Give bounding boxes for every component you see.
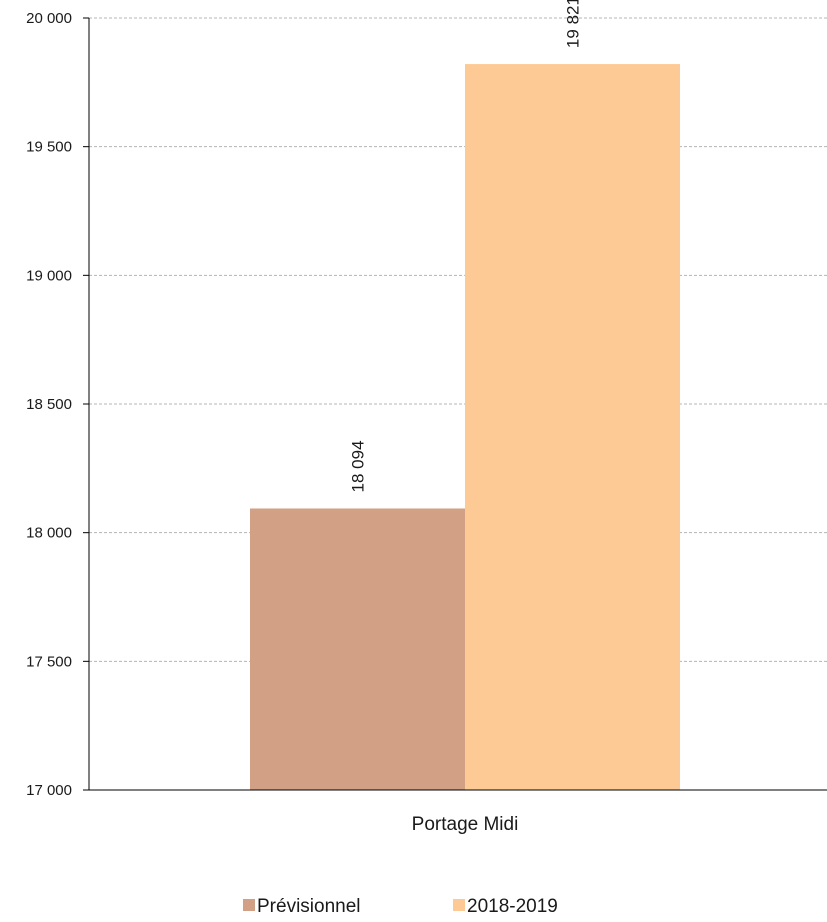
- x-categories: Portage Midi: [412, 814, 519, 835]
- data-label: 19 821: [564, 0, 583, 48]
- y-tick-label: 19 000: [26, 267, 72, 284]
- legend-swatch: [453, 899, 465, 911]
- y-tick-label: 17 500: [26, 653, 72, 670]
- gridlines: [89, 17, 827, 662]
- legend-swatch: [243, 899, 255, 911]
- legend: Prévisionnel 2018-2019: [243, 896, 558, 917]
- data-label: 18 094: [349, 440, 368, 492]
- legend-label: 2018-2019: [467, 896, 558, 917]
- bar-previsionnel: [250, 508, 465, 790]
- bars: [250, 64, 680, 790]
- y-tick-label: 18 000: [26, 525, 72, 542]
- y-tick-label: 17 000: [26, 782, 72, 799]
- bar-2018-2019: [465, 64, 680, 790]
- x-category-label: Portage Midi: [412, 814, 519, 835]
- y-tick-label: 20 000: [26, 10, 72, 27]
- y-tick-label: 18 500: [26, 396, 72, 413]
- y-ticks: 17 000 17 500 18 000 18 500 19 000 19 500 20 0…: [26, 10, 89, 799]
- y-tick-label: 19 500: [26, 139, 72, 156]
- legend-label: Prévisionnel: [257, 896, 361, 917]
- data-labels: 18 094 19 821: [349, 0, 583, 492]
